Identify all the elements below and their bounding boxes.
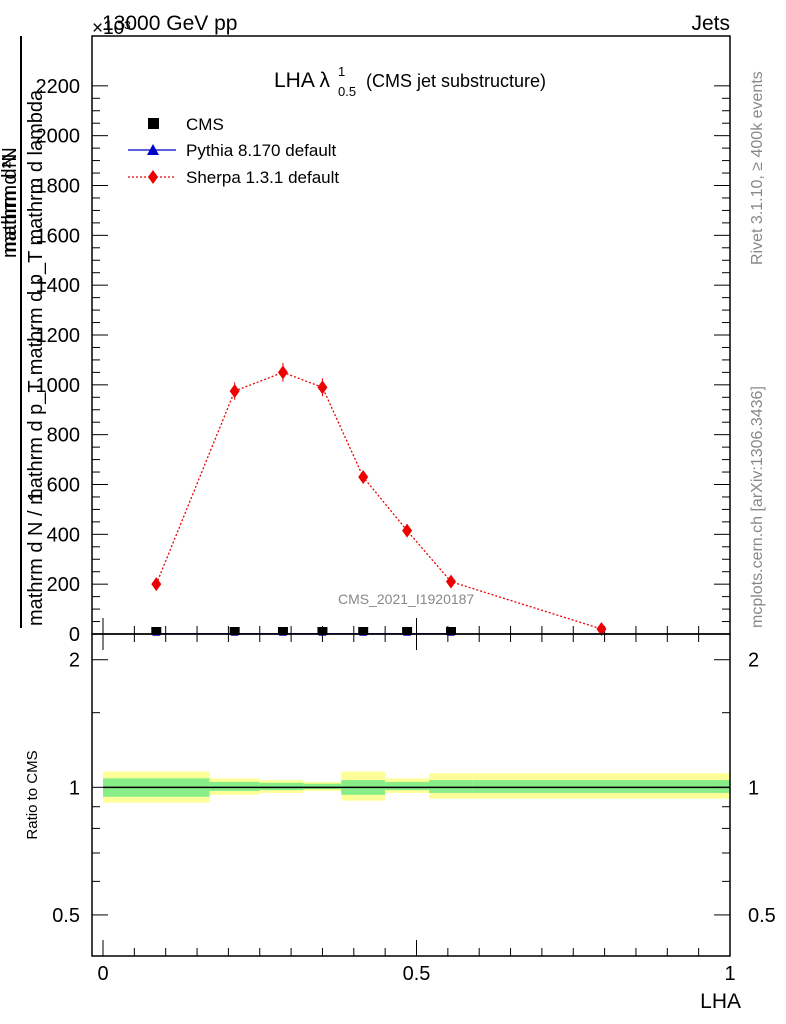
- sherpa-series: [151, 362, 607, 637]
- main-y-tick-label: 600: [47, 475, 80, 497]
- ylabel-den-bottom: mathrm d N: [0, 154, 21, 258]
- sherpa-point: [445, 574, 456, 589]
- title-sub: 0.5: [338, 84, 356, 99]
- rivet-label: Rivet 3.1.10, ≥ 400k events: [749, 71, 766, 265]
- main-y-tick-label: 2000: [36, 126, 81, 148]
- legend: CMS Pythia 8.170 default Sherpa 1.3.1 de…: [128, 115, 339, 187]
- cms-point: [151, 627, 162, 636]
- sherpa-point: [402, 523, 413, 538]
- sherpa-point: [277, 365, 288, 380]
- ratio-y-tick-label-right: 2: [748, 650, 759, 672]
- ratio-bands: [103, 771, 730, 803]
- sherpa-point: [317, 380, 328, 395]
- cms-point: [277, 627, 288, 636]
- main-x-ticks: [102, 618, 731, 634]
- ratio-y-tick-label: 1: [69, 777, 80, 799]
- ratio-band-inner: [429, 780, 473, 793]
- legend-pythia-marker: [147, 144, 159, 155]
- main-y-tick-label: 200: [47, 574, 80, 596]
- ylabel-den-top: mathrm d N / mathrm d p_T mathrm d p_T m…: [25, 89, 47, 626]
- ratio-band-inner: [472, 780, 730, 793]
- y-exponent: ×10³: [92, 18, 131, 39]
- cms-point: [358, 627, 369, 636]
- cms-point: [229, 627, 240, 636]
- ratio-y-tick-label-right: 0.5: [748, 905, 776, 927]
- sherpa-point: [596, 622, 607, 637]
- ratio-x-ticks: 0 0.5 1: [97, 634, 736, 985]
- legend-pythia-label: Pythia 8.170 default: [186, 141, 337, 160]
- cms-series: [151, 627, 456, 636]
- ratio-band-inner: [303, 783, 342, 790]
- sherpa-point: [229, 384, 240, 399]
- ratio-y-label: Ratio to CMS: [24, 750, 41, 839]
- cms-point: [317, 627, 328, 636]
- main-y-tick-label: 400: [47, 524, 80, 546]
- main-y-ticks: 200 400 600 800 1000 1200 1400 1600 1800 2000 2200…: [36, 76, 730, 646]
- main-y-tick-label: 1600: [36, 225, 81, 247]
- ratio-band-inner: [259, 782, 304, 791]
- ylabel-num-bottom: mathrm d²N: [0, 147, 21, 253]
- mcplots-label: mcplots.cern.ch [arXiv:1306.3436]: [749, 386, 766, 628]
- sherpa-point: [151, 577, 162, 592]
- ratio-band-inner: [209, 781, 260, 792]
- main-y-axis-label: 1 mathrm d N / mathrm d p_T mathrm d p_T…: [0, 36, 47, 628]
- ratio-band-inner: [385, 781, 430, 791]
- legend-cms-label: CMS: [186, 115, 224, 134]
- analysis-watermark: CMS_2021_I1920187: [338, 591, 474, 607]
- ratio-y-tick-label: 2: [69, 650, 80, 672]
- title-sup: 1: [338, 64, 345, 79]
- ratio-x-tick-label: 1: [724, 963, 735, 985]
- x-axis-label: LHA: [700, 990, 741, 1013]
- ratio-x-tick-label: 0: [97, 963, 108, 985]
- legend-cms-marker: [148, 118, 159, 129]
- ratio-y-tick-label-right: 1: [748, 777, 759, 799]
- ratio-y-tick-label: 0.5: [52, 905, 80, 927]
- ratio-x-tick-label: 0.5: [403, 963, 431, 985]
- header-right: Jets: [691, 12, 730, 35]
- legend-sherpa-marker: [148, 170, 158, 184]
- main-y-tick-label: 1400: [36, 275, 81, 297]
- sherpa-point: [358, 470, 369, 485]
- title-paren: (CMS jet substructure): [366, 71, 546, 91]
- cms-point: [402, 627, 413, 636]
- header-left: 13000 GeV pp: [102, 12, 237, 35]
- main-y-tick-label: 1800: [36, 176, 81, 198]
- main-y-tick-label: 1200: [36, 325, 81, 347]
- cms-point: [445, 627, 456, 636]
- main-y-tick-label: 2200: [36, 76, 81, 98]
- main-y-tick-label: 800: [47, 425, 80, 447]
- title-main: LHA λ: [274, 69, 331, 92]
- legend-sherpa-label: Sherpa 1.3.1 default: [186, 168, 339, 187]
- ratio-plot-frame: [91, 633, 731, 957]
- main-y-tick-label: 0: [69, 624, 80, 646]
- plot-title: LHA λ 1 0.5 (CMS jet substructure): [274, 64, 546, 99]
- ylabel-num-top: 1: [25, 490, 47, 501]
- sherpa-line: [155, 371, 602, 630]
- main-y-tick-label: 1000: [36, 375, 81, 397]
- ratio-y-ticks: 0.5 0.5 1 1 2 2: [52, 650, 776, 957]
